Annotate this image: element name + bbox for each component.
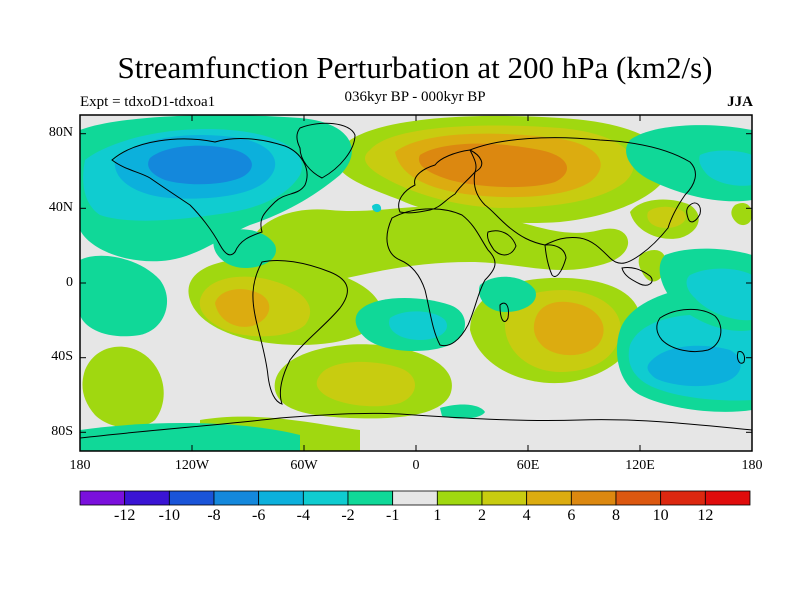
colorbar-swatch: [124, 490, 170, 506]
colorbar-swatch: [704, 490, 751, 506]
axis-ticks: [80, 115, 752, 451]
colorbar-label: 12: [697, 507, 714, 524]
lat-label-40n: 40N: [48, 200, 73, 215]
anomaly-positive-east-asia-2: [647, 206, 686, 228]
lon-label-0: 0: [412, 458, 420, 473]
anomaly-negative-south-atlantic-2: [389, 311, 448, 340]
lon-label-180e: 180: [741, 458, 763, 473]
colorbar-label: -6: [251, 507, 266, 524]
colorbar-label: 10: [652, 507, 669, 524]
anomaly-positive-north-atlantic-band: [248, 206, 629, 288]
anomaly-negative-pacific-west: [80, 255, 168, 337]
coast-greenland: [296, 122, 356, 179]
colorbar-label: -8: [207, 507, 221, 524]
lon-label-120e: 120E: [625, 458, 655, 473]
colorbar-swatch: [615, 490, 662, 506]
anomaly-negative-southern-ocean-east: [440, 404, 485, 419]
colorbar-label: -10: [158, 507, 180, 524]
anomaly-negative-west-pacific-2: [686, 268, 752, 321]
anomaly-positive-west-pacific-strip: [638, 250, 666, 282]
contour-field: [80, 115, 752, 451]
colorbar-label: 1: [433, 507, 442, 524]
colorbar-swatch: [570, 490, 617, 506]
coast-africa: [386, 208, 496, 347]
anomaly-negative-central-america: [213, 229, 276, 268]
coast-indonesia: [621, 267, 653, 286]
season-label: JJA: [727, 94, 753, 110]
anomaly-negative-siberia-east-2: [699, 150, 752, 186]
anomaly-positive-south-atlantic-2: [316, 361, 415, 407]
coast-madagascar: [499, 302, 509, 322]
coast-antarctica: [80, 412, 752, 439]
lat-label-0: 0: [66, 275, 73, 290]
colorbar-label: -4: [296, 507, 310, 524]
colorbar-label: -12: [113, 507, 136, 524]
lat-label-80n: 80N: [48, 125, 73, 140]
lon-label-60e: 60E: [516, 458, 540, 473]
coast-north-america: [111, 138, 308, 256]
colorbar-swatch: [347, 490, 394, 506]
negative-anomalies: [80, 115, 752, 451]
coast-india: [544, 244, 567, 277]
lat-label-40s: 40S: [51, 349, 73, 364]
colorbar-swatch: [79, 490, 126, 506]
colorbar-label: -1: [385, 507, 400, 524]
coast-south-america: [252, 259, 348, 405]
anomaly-negative-north-america-6: [148, 145, 252, 185]
coastlines: [80, 122, 752, 439]
colorbar-swatch: [302, 490, 349, 506]
colorbar-swatch: [258, 490, 304, 506]
coast-europe: [398, 149, 483, 214]
coast-asia: [469, 137, 696, 264]
lon-label-180w: 180: [69, 458, 91, 473]
anomaly-positive-south-pacific: [82, 346, 164, 428]
colorbar: [79, 490, 751, 506]
colorbar-swatch: [168, 490, 215, 506]
experiment-label: Expt = tdxoD1-tdxoa1: [80, 94, 216, 110]
colorbar-label: 4: [522, 507, 531, 524]
anomaly-positive-eurasia-6: [418, 143, 567, 188]
anomaly-negative-southern-ocean-west: [80, 423, 300, 451]
chart-title: Streamfunction Perturbation at 200 hPa (…: [117, 50, 713, 85]
colorbar-label: 2: [478, 507, 486, 524]
colorbar-swatch: [392, 490, 438, 506]
colorbar-swatch: [436, 490, 483, 506]
anomaly-negative-east-africa: [478, 276, 536, 312]
colorbar-swatch: [660, 490, 706, 506]
anomaly-negative-australia-4: [647, 345, 741, 387]
colorbar-label: 6: [567, 507, 576, 524]
colorbar-label: 8: [612, 507, 620, 524]
lon-label-120w: 120W: [174, 458, 210, 473]
positive-anomalies: [82, 115, 752, 451]
anomaly-negative-siberia-east: [626, 125, 752, 202]
colorbar-swatch: [481, 490, 528, 506]
colorbar-swatch: [213, 490, 260, 506]
colorbar-swatch: [526, 490, 572, 506]
coast-australia: [656, 309, 722, 353]
colorbar-label: -2: [341, 507, 355, 524]
coast-new-zealand: [737, 351, 745, 364]
coast-japan: [686, 202, 701, 223]
lon-label-60w: 60W: [290, 458, 318, 473]
coast-arabia: [487, 230, 517, 256]
anomaly-positive-indian-ocean-4: [533, 301, 604, 356]
chart-subtitle: 036kyr BP - 000kyr BP: [344, 89, 486, 105]
anomaly-negative-atlantic-spot: [372, 203, 382, 213]
lat-label-80s: 80S: [51, 424, 73, 439]
